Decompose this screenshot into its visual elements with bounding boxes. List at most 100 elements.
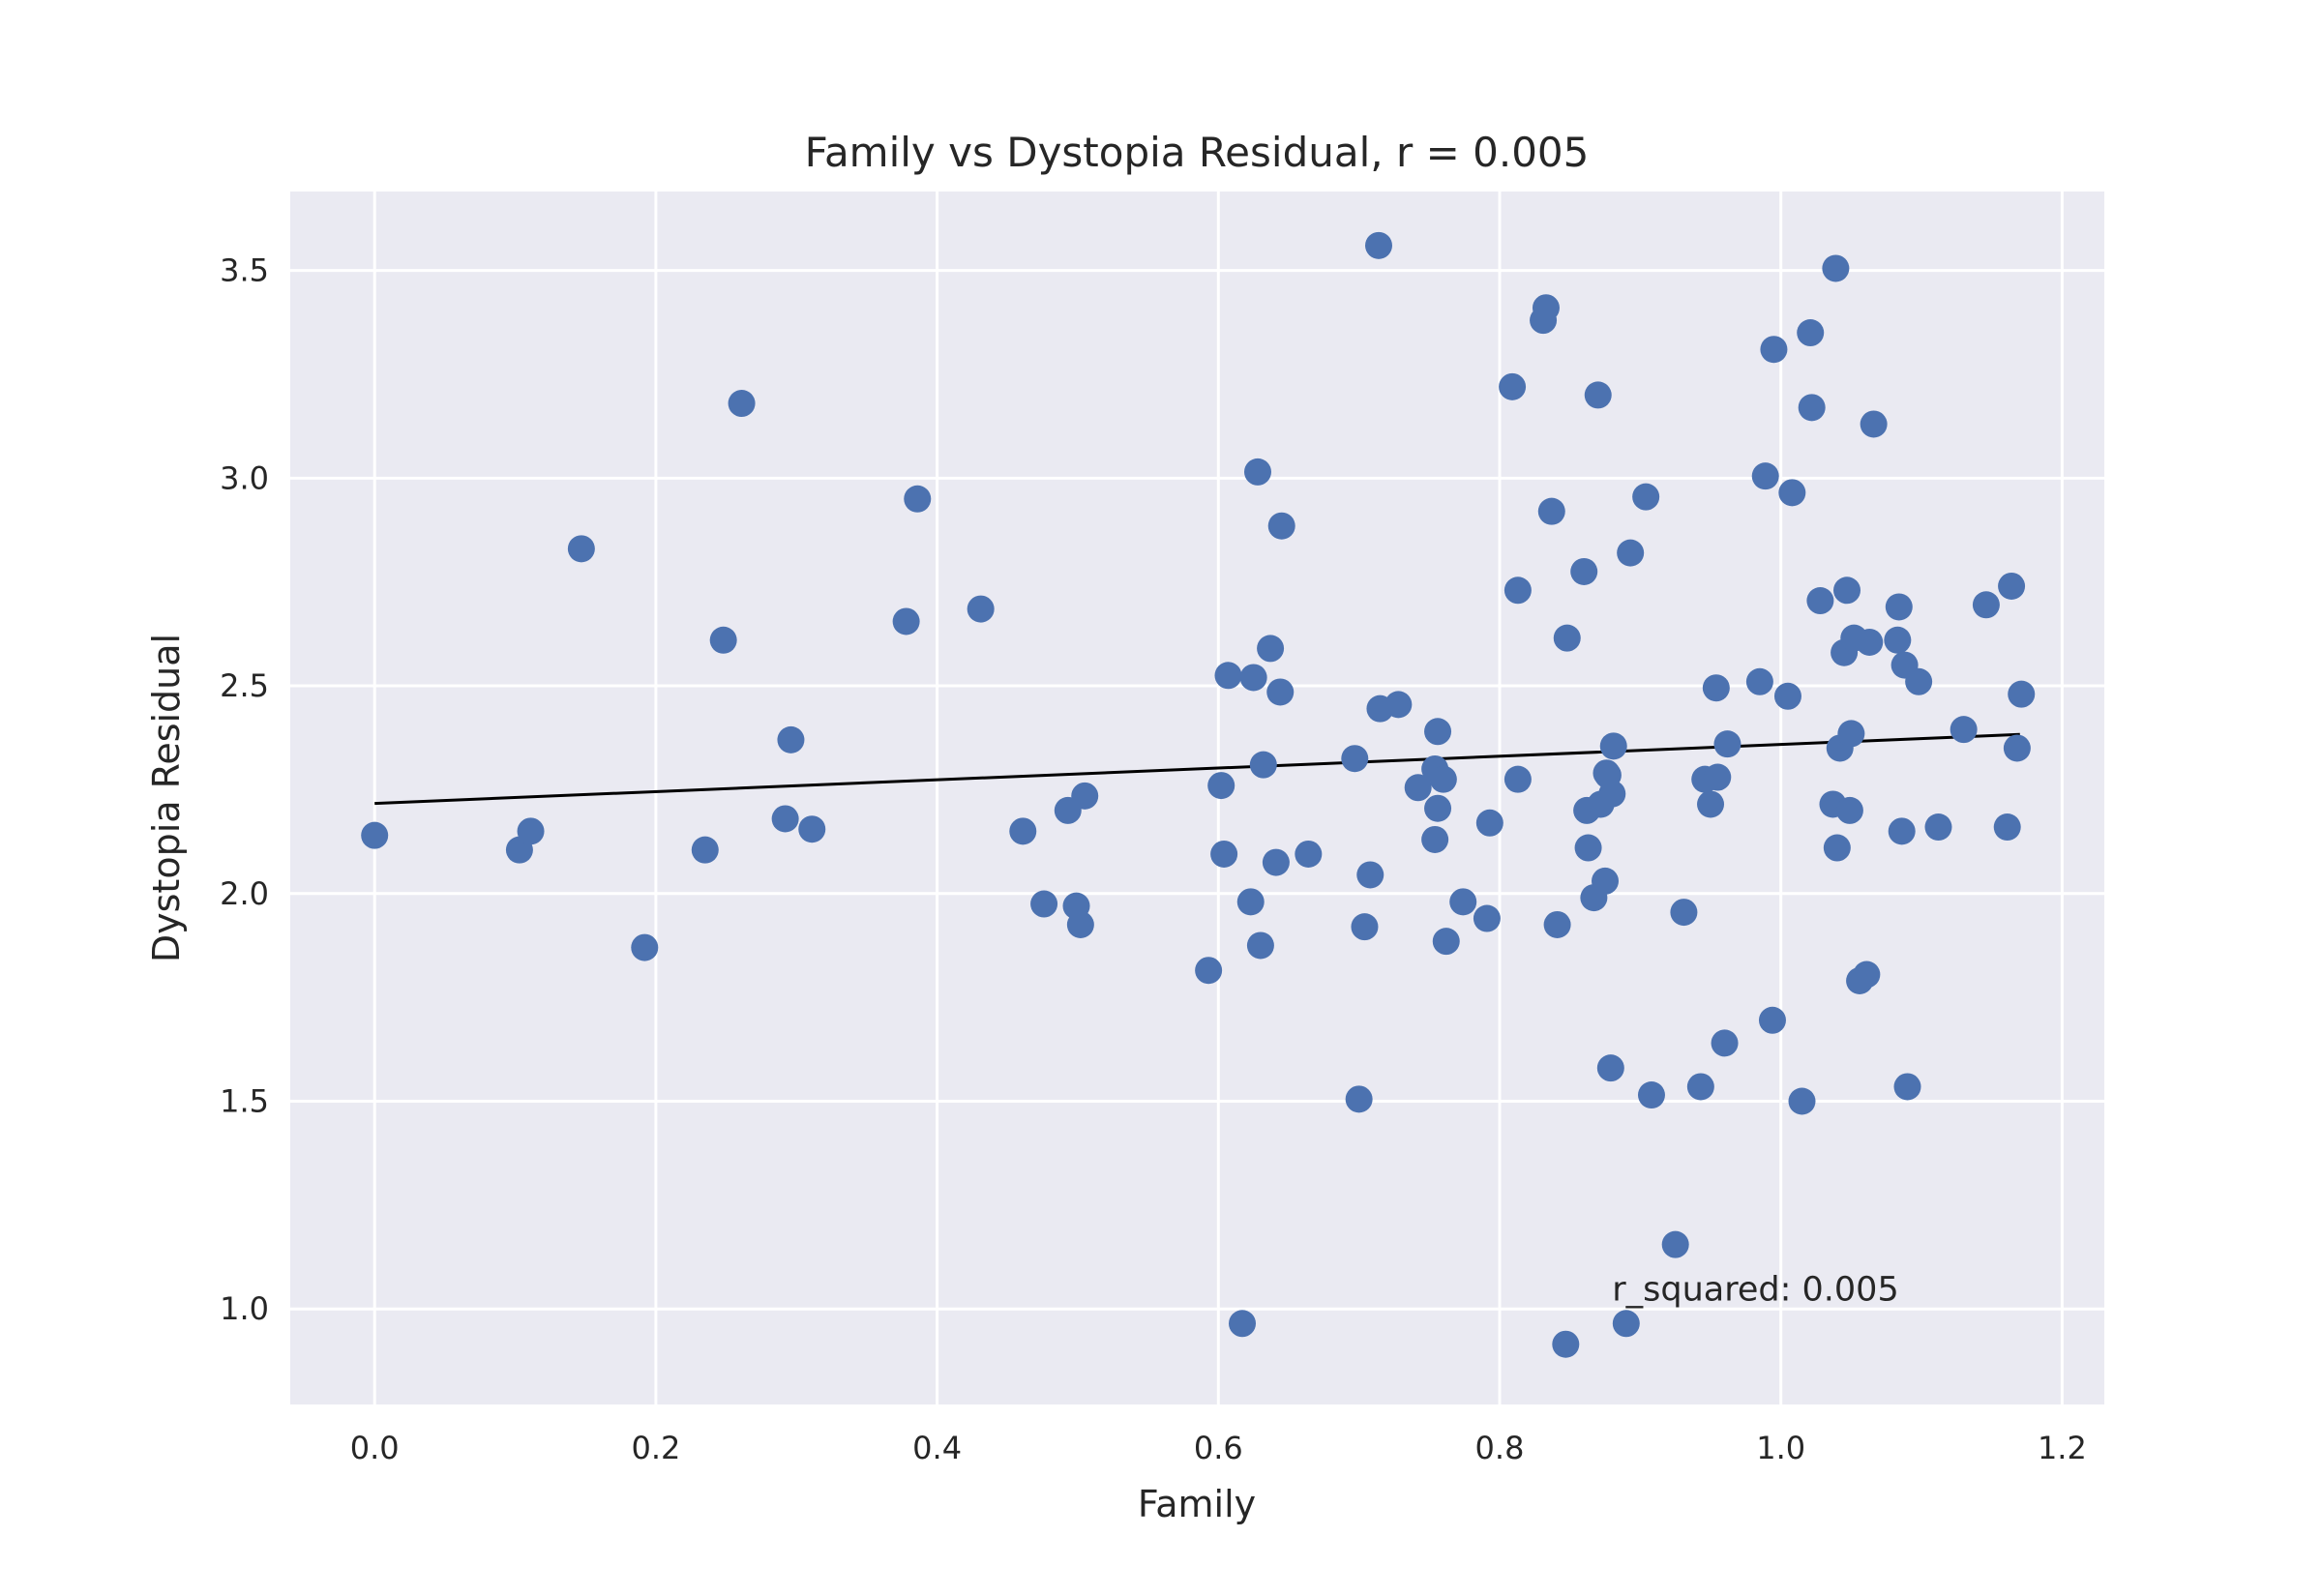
- data-point: [1778, 479, 1806, 507]
- data-point: [1661, 1230, 1689, 1258]
- data-point: [1473, 904, 1501, 932]
- y-axis-label: Dystopia Residual: [145, 634, 188, 962]
- data-point: [1972, 591, 2000, 619]
- data-point: [517, 817, 545, 845]
- trendline-layer: [374, 732, 2020, 806]
- data-point: [1713, 730, 1742, 758]
- data-point: [1421, 825, 1449, 853]
- data-point: [1823, 834, 1851, 862]
- x-axis-label: Family: [1138, 1483, 1256, 1525]
- data-point: [1893, 1073, 1921, 1101]
- data-point: [1262, 848, 1290, 876]
- x-axis-ticks: 0.0 0.2 0.4 0.6 0.8 1.0 1.2: [350, 1430, 2087, 1466]
- data-point: [1632, 483, 1660, 511]
- y-tick-label: 1.0: [220, 1290, 269, 1327]
- data-point: [1751, 462, 1779, 490]
- data-point: [1574, 834, 1602, 862]
- data-point: [1686, 1073, 1714, 1101]
- y-tick-label: 2.0: [220, 875, 269, 912]
- data-point: [892, 607, 920, 635]
- data-point: [1429, 765, 1457, 793]
- x-tick-label: 1.2: [2038, 1430, 2087, 1466]
- data-point: [361, 821, 389, 849]
- data-point: [1207, 772, 1235, 800]
- data-point: [1670, 899, 1698, 927]
- data-point: [1503, 576, 1532, 605]
- data-point: [1532, 294, 1560, 322]
- y-tick-label: 3.0: [220, 459, 269, 496]
- data-point: [691, 836, 719, 864]
- data-point: [1599, 732, 1627, 760]
- data-point: [1432, 928, 1460, 956]
- data-point: [1475, 809, 1503, 837]
- data-point: [1341, 745, 1369, 773]
- data-point: [1888, 817, 1916, 845]
- data-point: [1745, 667, 1773, 695]
- x-tick-label: 0.8: [1475, 1430, 1525, 1466]
- data-point: [1195, 957, 1223, 985]
- data-point: [1424, 718, 1452, 746]
- data-point: [1758, 1006, 1786, 1034]
- x-tick-label: 0.4: [912, 1430, 962, 1466]
- data-point: [1214, 662, 1242, 690]
- data-point: [1066, 910, 1094, 938]
- data-point: [1950, 716, 1978, 744]
- data-point: [1543, 910, 1571, 938]
- data-point: [1853, 961, 1881, 989]
- data-point: [1267, 512, 1295, 540]
- data-point: [631, 933, 659, 961]
- data-point: [1244, 458, 1271, 486]
- x-tick-label: 0.6: [1194, 1430, 1243, 1466]
- plot-area: [290, 192, 2104, 1404]
- data-point: [1860, 410, 1888, 438]
- y-tick-label: 3.5: [220, 252, 269, 289]
- data-point: [1773, 682, 1801, 710]
- data-point: [1905, 667, 1933, 695]
- x-tick-label: 1.0: [1756, 1430, 1805, 1466]
- grid-lines: [290, 192, 2104, 1404]
- data-point: [904, 485, 932, 513]
- data-point: [1797, 319, 1825, 347]
- data-point: [1612, 1310, 1640, 1338]
- data-point: [1570, 557, 1598, 585]
- trendline: [374, 732, 2020, 806]
- data-point: [1704, 763, 1732, 791]
- data-point: [1788, 1087, 1816, 1115]
- data-point: [1553, 624, 1581, 652]
- data-point: [2003, 734, 2031, 762]
- data-point: [1351, 913, 1379, 941]
- data-point: [1711, 1029, 1739, 1057]
- data-point: [1837, 720, 1865, 748]
- data-points: [361, 231, 2036, 1358]
- data-point: [728, 390, 756, 418]
- data-point: [1424, 794, 1452, 822]
- data-point: [1537, 497, 1565, 525]
- data-point: [798, 815, 826, 843]
- data-point: [1552, 1330, 1580, 1358]
- chart-title: Family vs Dystopia Residual, r = 0.005: [805, 129, 1590, 176]
- data-point: [1499, 372, 1527, 400]
- data-point: [1257, 635, 1285, 663]
- data-point: [1030, 890, 1058, 918]
- data-point: [1760, 336, 1788, 364]
- data-point: [1249, 751, 1277, 779]
- data-point: [1229, 1310, 1257, 1338]
- data-point: [1806, 587, 1834, 615]
- data-point: [1822, 254, 1850, 282]
- data-point: [1266, 678, 1295, 706]
- data-point: [1798, 394, 1826, 422]
- data-point: [1384, 691, 1413, 719]
- data-point: [1071, 782, 1099, 810]
- data-point: [1856, 628, 1884, 656]
- data-point: [1885, 593, 1913, 621]
- data-point: [1009, 817, 1037, 845]
- data-point: [967, 595, 995, 623]
- data-point: [1449, 888, 1477, 916]
- data-point: [777, 725, 805, 754]
- data-point: [1584, 381, 1612, 409]
- data-point: [1637, 1081, 1665, 1109]
- x-tick-label: 0.0: [350, 1430, 400, 1466]
- data-point: [1697, 790, 1725, 818]
- data-point: [1404, 774, 1432, 802]
